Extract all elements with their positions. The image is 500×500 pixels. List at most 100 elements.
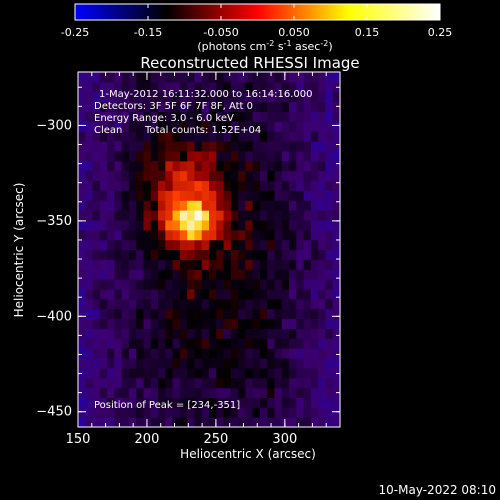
heatmap-cell: [230, 219, 239, 231]
heatmap-cell: [194, 259, 203, 270]
heatmap-cell: [303, 298, 312, 310]
heatmap-cell: [325, 298, 334, 310]
heatmap-cell: [281, 387, 290, 399]
heatmap-cell: [238, 160, 246, 172]
heatmap-cell: [332, 279, 341, 290]
heatmap-cell: [267, 318, 276, 329]
heatmap-cell: [216, 91, 225, 103]
heatmap-cell: [325, 269, 334, 280]
heatmap-cell: [325, 200, 334, 211]
heatmap-cell: [223, 249, 232, 260]
heatmap-cell: [281, 417, 290, 428]
heatmap-cell: [92, 377, 101, 389]
heatmap-cell: [223, 81, 232, 93]
heatmap-cell: [303, 367, 312, 379]
heatmap-cell: [194, 72, 203, 83]
heatmap-cell: [238, 111, 246, 122]
heatmap-cell: [165, 190, 174, 201]
heatmap-cell: [121, 348, 130, 359]
heatmap-cell: [107, 150, 115, 162]
heatmap-cell: [238, 417, 246, 428]
heatmap-cell: [310, 180, 319, 191]
heatmap-cell: [310, 239, 319, 251]
heatmap-cell: [274, 348, 283, 359]
heatmap-cell: [332, 259, 341, 270]
heatmap-cell: [223, 407, 232, 418]
heatmap-cell: [107, 269, 115, 280]
heatmap-cell: [310, 279, 319, 290]
heatmap-cell: [230, 229, 239, 241]
heatmap-cell: [158, 387, 166, 399]
y-tick-label: −400: [36, 309, 72, 324]
heatmap-cell: [99, 121, 108, 132]
heatmap-cell: [165, 377, 174, 389]
heatmap-cell: [332, 121, 341, 132]
heatmap-cell: [209, 210, 217, 221]
heatmap-cell: [187, 279, 196, 290]
heatmap-cell: [318, 367, 327, 379]
heatmap-cell: [259, 279, 268, 290]
heatmap-cell: [230, 387, 239, 399]
heatmap-cell: [107, 229, 115, 241]
heatmap-cell: [310, 229, 319, 241]
heatmap-cell: [172, 387, 181, 399]
heatmap-cell: [332, 357, 341, 369]
heatmap-cell: [289, 121, 297, 132]
heatmap-cell: [267, 367, 276, 379]
heatmap-cell: [143, 407, 152, 418]
heatmap-cell: [172, 249, 181, 260]
heatmap-cell: [332, 308, 341, 320]
heatmap-cell: [158, 219, 166, 231]
heatmap-cell: [78, 141, 86, 152]
heatmap-cell: [187, 160, 196, 172]
heatmap-cell: [332, 249, 341, 260]
heatmap-cell: [172, 150, 181, 162]
heatmap-cell: [281, 210, 290, 221]
heatmap-cell: [179, 170, 188, 182]
heatmap-cell: [107, 407, 115, 418]
heatmap-cell: [165, 249, 174, 260]
heatmap-cell: [230, 160, 239, 172]
heatmap-cell: [289, 357, 297, 369]
heatmap-cell: [165, 101, 174, 113]
heatmap-cell: [165, 298, 174, 310]
heatmap-cell: [230, 318, 239, 329]
y-tick-label: −300: [36, 118, 72, 133]
heatmap-cell: [267, 259, 276, 270]
heatmap-cell: [194, 407, 203, 418]
heatmap-cell: [114, 170, 123, 182]
heatmap-cell: [310, 269, 319, 280]
heatmap-cell: [230, 338, 239, 349]
heatmap-cell: [150, 308, 159, 320]
heatmap-cell: [209, 308, 217, 320]
heatmap-cell: [216, 279, 225, 290]
heatmap-cell: [318, 180, 327, 191]
heatmap-cell: [114, 407, 123, 418]
heatmap-cell: [92, 249, 101, 260]
heatmap-cell: [245, 407, 254, 418]
heatmap-cell: [187, 210, 196, 221]
heatmap-cell: [245, 190, 254, 201]
heatmap-cell: [318, 141, 327, 152]
heatmap-cell: [230, 81, 239, 93]
heatmap-cell: [318, 377, 327, 389]
heatmap-cell: [259, 367, 268, 379]
heatmap-cell: [114, 160, 123, 172]
heatmap-cell: [216, 357, 225, 369]
heatmap-cell: [310, 111, 319, 122]
heatmap-cell: [303, 111, 312, 122]
heatmap-cell: [107, 417, 115, 428]
heatmap-cell: [128, 269, 137, 280]
heatmap-cell: [310, 357, 319, 369]
x-tick-label: 300: [272, 432, 297, 447]
heatmap-cell: [252, 190, 261, 201]
heatmap-cell: [121, 239, 130, 251]
heatmap-cell: [172, 180, 181, 191]
heatmap-cell: [310, 298, 319, 310]
heatmap-cell: [259, 288, 268, 300]
heatmap-cell: [238, 367, 246, 379]
heatmap-cell: [107, 367, 115, 379]
heatmap-cell: [99, 269, 108, 280]
heatmap-cell: [259, 150, 268, 162]
heatmap-cell: [121, 111, 130, 122]
